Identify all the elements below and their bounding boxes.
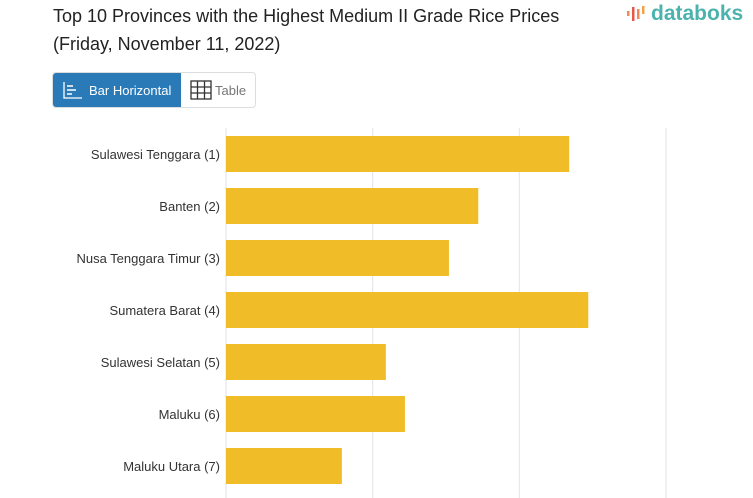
bar[interactable] — [226, 240, 449, 276]
category-label: Maluku (6) — [159, 407, 220, 422]
bar-chart-icon — [63, 82, 82, 99]
databoks-logo: databoks — [626, 2, 743, 26]
chart-title: Top 10 Provinces with the Highest Medium… — [53, 6, 560, 54]
table-icon — [190, 80, 212, 100]
bar[interactable] — [226, 136, 570, 172]
bar[interactable] — [226, 448, 342, 484]
table-button[interactable]: Table — [181, 73, 255, 107]
logo-bars-icon — [627, 6, 645, 21]
category-label: Maluku Utara (7) — [123, 459, 220, 474]
bar[interactable] — [226, 188, 479, 224]
bar[interactable] — [226, 292, 589, 328]
bar[interactable] — [226, 396, 405, 432]
view-toggle: Bar Horizontal Table — [52, 72, 257, 108]
category-label: Nusa Tenggara Timur (3) — [76, 251, 220, 266]
category-label: Sumatera Barat (4) — [109, 303, 220, 318]
category-label: Banten (2) — [159, 199, 220, 214]
category-label: Sulawesi Selatan (5) — [101, 355, 220, 370]
bar[interactable] — [226, 344, 386, 380]
bar-horizontal-label: Bar Horizontal — [89, 82, 172, 98]
table-label: Table — [215, 82, 247, 98]
bar-horizontal-button[interactable]: Bar Horizontal — [53, 73, 181, 107]
category-label: Sulawesi Tenggara (1) — [91, 147, 220, 162]
logo-text: databoks — [651, 2, 744, 25]
